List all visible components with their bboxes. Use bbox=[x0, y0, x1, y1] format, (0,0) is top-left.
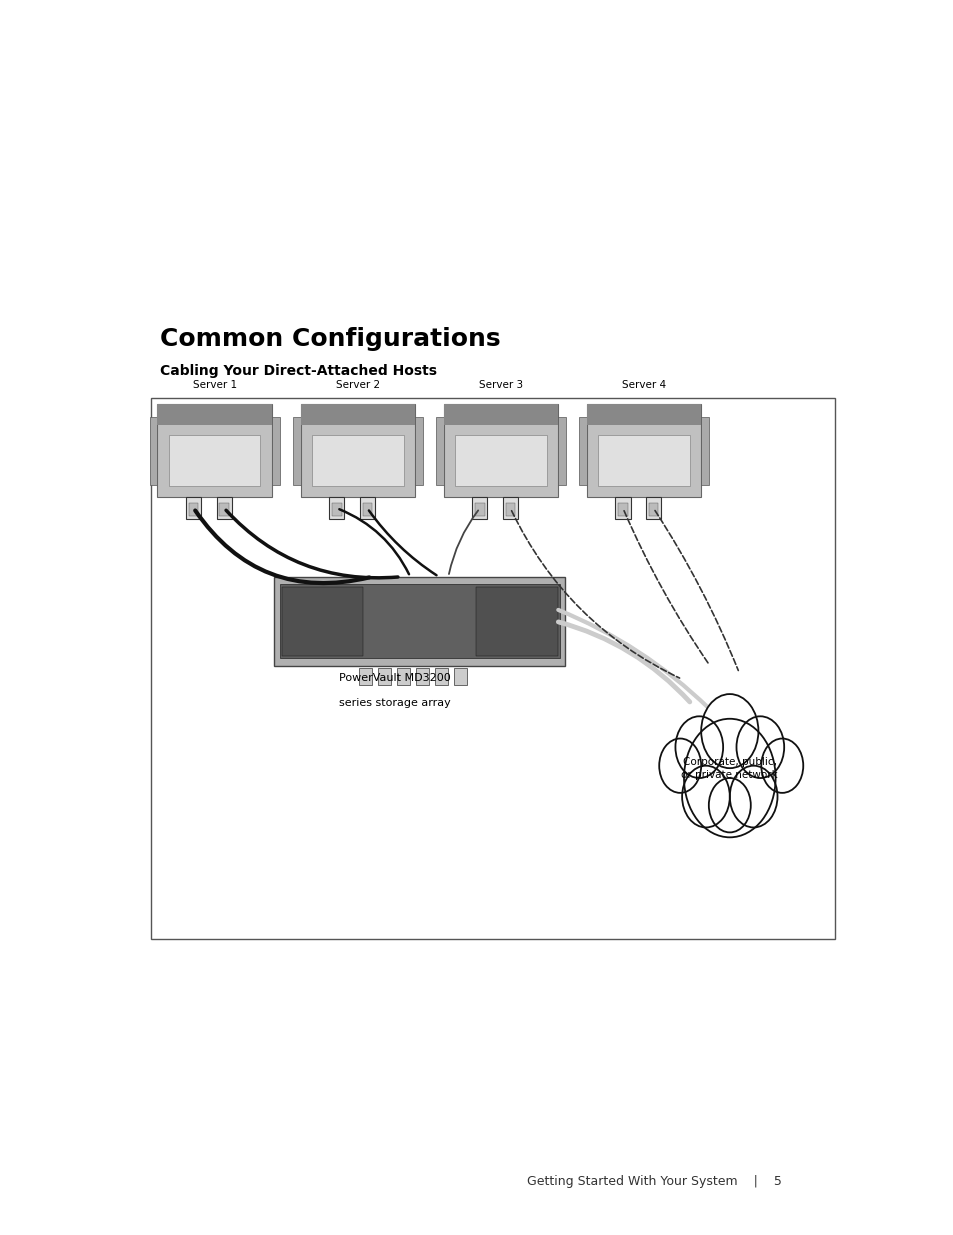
Circle shape bbox=[708, 778, 750, 832]
FancyBboxPatch shape bbox=[454, 668, 467, 685]
Circle shape bbox=[700, 694, 758, 768]
FancyBboxPatch shape bbox=[436, 416, 443, 484]
FancyBboxPatch shape bbox=[435, 668, 448, 685]
FancyBboxPatch shape bbox=[150, 416, 157, 484]
FancyBboxPatch shape bbox=[475, 504, 484, 516]
FancyBboxPatch shape bbox=[300, 405, 415, 425]
FancyBboxPatch shape bbox=[186, 496, 201, 519]
FancyBboxPatch shape bbox=[300, 405, 415, 496]
FancyBboxPatch shape bbox=[648, 504, 658, 516]
FancyBboxPatch shape bbox=[157, 405, 272, 496]
FancyBboxPatch shape bbox=[476, 587, 557, 656]
FancyBboxPatch shape bbox=[618, 504, 627, 516]
FancyBboxPatch shape bbox=[293, 416, 300, 484]
FancyBboxPatch shape bbox=[578, 416, 586, 484]
FancyArrowPatch shape bbox=[558, 610, 708, 708]
FancyArrowPatch shape bbox=[655, 510, 738, 671]
Text: PowerVault MD3200: PowerVault MD3200 bbox=[338, 673, 450, 683]
Text: Server 1: Server 1 bbox=[193, 379, 236, 390]
FancyBboxPatch shape bbox=[329, 496, 344, 519]
FancyBboxPatch shape bbox=[396, 668, 410, 685]
Circle shape bbox=[683, 719, 775, 837]
Circle shape bbox=[681, 766, 729, 827]
FancyBboxPatch shape bbox=[272, 416, 279, 484]
FancyBboxPatch shape bbox=[216, 496, 232, 519]
FancyBboxPatch shape bbox=[598, 435, 689, 485]
FancyBboxPatch shape bbox=[157, 405, 272, 425]
Text: Getting Started With Your System    |    5: Getting Started With Your System | 5 bbox=[527, 1174, 781, 1188]
Text: Common Configurations: Common Configurations bbox=[160, 327, 500, 351]
FancyArrowPatch shape bbox=[369, 510, 436, 576]
FancyArrowPatch shape bbox=[623, 511, 708, 664]
FancyBboxPatch shape bbox=[312, 435, 403, 485]
FancyBboxPatch shape bbox=[645, 496, 660, 519]
FancyArrowPatch shape bbox=[511, 511, 679, 678]
FancyBboxPatch shape bbox=[415, 416, 422, 484]
Circle shape bbox=[729, 766, 777, 827]
FancyBboxPatch shape bbox=[169, 435, 260, 485]
FancyBboxPatch shape bbox=[280, 584, 558, 658]
FancyBboxPatch shape bbox=[615, 496, 630, 519]
FancyBboxPatch shape bbox=[362, 504, 372, 516]
Text: Cabling Your Direct-Attached Hosts: Cabling Your Direct-Attached Hosts bbox=[160, 364, 436, 378]
FancyBboxPatch shape bbox=[558, 416, 565, 484]
FancyBboxPatch shape bbox=[281, 587, 363, 656]
FancyArrowPatch shape bbox=[339, 509, 409, 574]
FancyBboxPatch shape bbox=[151, 398, 834, 939]
FancyBboxPatch shape bbox=[443, 405, 558, 496]
Text: Server 4: Server 4 bbox=[621, 379, 665, 390]
FancyBboxPatch shape bbox=[586, 405, 700, 496]
FancyBboxPatch shape bbox=[472, 496, 487, 519]
Text: Server 3: Server 3 bbox=[478, 379, 522, 390]
FancyArrowPatch shape bbox=[195, 510, 369, 583]
Text: series storage array: series storage array bbox=[338, 698, 450, 708]
FancyBboxPatch shape bbox=[359, 496, 375, 519]
FancyBboxPatch shape bbox=[189, 504, 198, 516]
FancyBboxPatch shape bbox=[443, 405, 558, 425]
FancyBboxPatch shape bbox=[700, 416, 708, 484]
Text: Corporate, public,
or private network: Corporate, public, or private network bbox=[680, 757, 778, 779]
FancyBboxPatch shape bbox=[332, 504, 341, 516]
FancyArrowPatch shape bbox=[226, 510, 397, 578]
FancyBboxPatch shape bbox=[416, 668, 429, 685]
FancyArrowPatch shape bbox=[449, 510, 477, 574]
Circle shape bbox=[659, 739, 700, 793]
FancyBboxPatch shape bbox=[586, 405, 700, 425]
Text: Server 2: Server 2 bbox=[335, 379, 379, 390]
FancyBboxPatch shape bbox=[219, 504, 229, 516]
Circle shape bbox=[736, 716, 783, 778]
FancyBboxPatch shape bbox=[377, 668, 391, 685]
Circle shape bbox=[675, 716, 722, 778]
FancyBboxPatch shape bbox=[358, 668, 372, 685]
FancyBboxPatch shape bbox=[502, 496, 517, 519]
Circle shape bbox=[760, 739, 802, 793]
FancyBboxPatch shape bbox=[455, 435, 546, 485]
FancyArrowPatch shape bbox=[558, 622, 689, 701]
FancyBboxPatch shape bbox=[274, 577, 564, 666]
FancyBboxPatch shape bbox=[505, 504, 515, 516]
